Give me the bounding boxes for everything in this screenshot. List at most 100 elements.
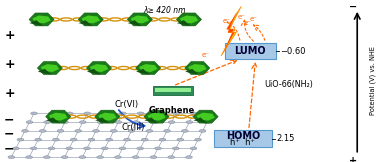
Text: −: − (4, 128, 15, 141)
Text: e⁻: e⁻ (223, 18, 231, 24)
Circle shape (155, 112, 162, 115)
Circle shape (39, 129, 46, 132)
Circle shape (79, 121, 86, 124)
Polygon shape (127, 13, 152, 26)
Polygon shape (144, 110, 169, 123)
Circle shape (119, 147, 126, 150)
Circle shape (61, 156, 68, 159)
Polygon shape (101, 114, 113, 119)
Text: Potential (V) vs. NHE: Potential (V) vs. NHE (370, 46, 376, 116)
Polygon shape (193, 110, 218, 123)
Polygon shape (177, 13, 201, 26)
Circle shape (75, 129, 82, 132)
Text: −: − (4, 113, 15, 126)
Text: −: − (349, 2, 358, 12)
Polygon shape (139, 64, 158, 72)
Circle shape (62, 121, 68, 124)
Circle shape (164, 129, 170, 132)
Circle shape (115, 121, 122, 124)
Text: Cr(VI): Cr(VI) (115, 100, 139, 109)
Text: +: + (349, 156, 358, 162)
Circle shape (159, 138, 166, 141)
Circle shape (101, 147, 108, 150)
Polygon shape (95, 117, 109, 123)
Polygon shape (52, 114, 64, 119)
Circle shape (150, 121, 157, 124)
Circle shape (97, 156, 104, 159)
Text: e⁻: e⁻ (237, 14, 245, 20)
Text: −: − (4, 143, 15, 156)
Text: λ≥ 420 nm: λ≥ 420 nm (143, 6, 185, 15)
Circle shape (48, 112, 55, 115)
Polygon shape (36, 17, 48, 22)
Circle shape (97, 121, 104, 124)
Polygon shape (136, 62, 161, 75)
Polygon shape (185, 62, 210, 75)
Polygon shape (29, 13, 54, 26)
Circle shape (141, 138, 148, 141)
Text: UiO-66(NH₂): UiO-66(NH₂) (265, 80, 313, 89)
Circle shape (181, 129, 188, 132)
Polygon shape (183, 17, 195, 22)
Circle shape (66, 112, 73, 115)
Text: +: + (4, 58, 15, 71)
Polygon shape (177, 20, 191, 26)
Polygon shape (185, 69, 199, 75)
Circle shape (53, 138, 59, 141)
Circle shape (26, 121, 33, 124)
Circle shape (186, 156, 192, 159)
Polygon shape (44, 66, 56, 70)
FancyBboxPatch shape (214, 130, 272, 147)
Polygon shape (46, 117, 60, 123)
Text: +: + (4, 87, 15, 100)
Polygon shape (87, 69, 101, 75)
FancyBboxPatch shape (153, 86, 193, 95)
Circle shape (84, 112, 91, 115)
Circle shape (128, 129, 135, 132)
Circle shape (57, 129, 64, 132)
Polygon shape (85, 17, 97, 22)
Circle shape (30, 147, 37, 150)
Polygon shape (32, 16, 51, 23)
Polygon shape (81, 16, 100, 23)
Polygon shape (136, 69, 150, 75)
Polygon shape (196, 113, 215, 121)
Text: e⁻: e⁻ (249, 16, 257, 22)
Circle shape (106, 138, 113, 141)
Text: 2.15: 2.15 (277, 134, 295, 143)
Circle shape (115, 156, 121, 159)
Polygon shape (90, 64, 108, 72)
Circle shape (12, 147, 19, 150)
Polygon shape (93, 66, 105, 70)
Circle shape (168, 121, 175, 124)
Circle shape (44, 121, 51, 124)
Text: LUMO: LUMO (235, 46, 266, 56)
Polygon shape (147, 113, 166, 121)
Polygon shape (46, 110, 71, 123)
Polygon shape (40, 64, 59, 72)
Polygon shape (134, 17, 146, 22)
Polygon shape (224, 11, 237, 52)
FancyBboxPatch shape (225, 43, 276, 59)
Polygon shape (29, 20, 43, 26)
Circle shape (132, 156, 139, 159)
Polygon shape (37, 62, 62, 75)
Polygon shape (95, 110, 120, 123)
Circle shape (79, 156, 86, 159)
Circle shape (146, 129, 153, 132)
Circle shape (88, 138, 95, 141)
Circle shape (22, 129, 28, 132)
Polygon shape (200, 114, 212, 119)
Polygon shape (221, 6, 241, 56)
Text: −0.60: −0.60 (280, 46, 306, 56)
Circle shape (66, 147, 73, 150)
Circle shape (17, 138, 24, 141)
Circle shape (186, 121, 193, 124)
Text: e⁻: e⁻ (243, 20, 252, 27)
Circle shape (208, 112, 215, 115)
Text: +: + (4, 29, 15, 42)
Polygon shape (87, 62, 112, 75)
Text: Cr(III): Cr(III) (121, 123, 145, 132)
Circle shape (172, 147, 179, 150)
Circle shape (31, 112, 37, 115)
